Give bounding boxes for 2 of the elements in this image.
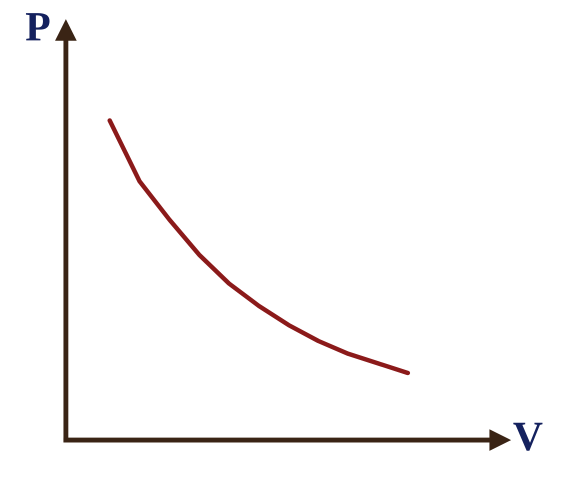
x-axis-title: V <box>513 422 542 451</box>
y-axis-title: P <box>26 13 50 40</box>
